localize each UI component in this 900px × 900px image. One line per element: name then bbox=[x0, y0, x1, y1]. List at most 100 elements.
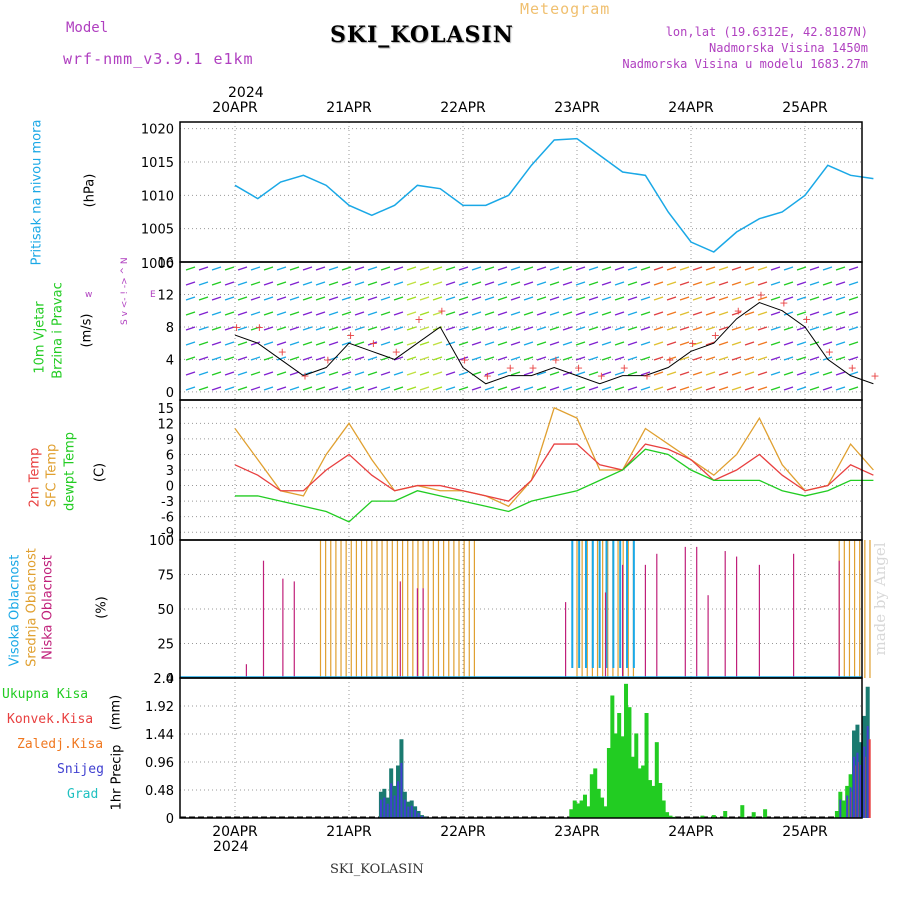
wind-arrow bbox=[471, 281, 482, 286]
wind-arrow bbox=[263, 266, 274, 271]
wind-arrow bbox=[276, 386, 287, 391]
wind-ylabel: 10m Vjetar bbox=[32, 301, 48, 374]
wind-arrow bbox=[640, 311, 651, 316]
wind-arrow bbox=[562, 386, 573, 391]
wind-gust-marker: + bbox=[825, 345, 834, 358]
wind-dir-ns: S v <- ! -> ^ N bbox=[120, 257, 130, 325]
wind-arrow bbox=[328, 311, 339, 316]
wind-arrow bbox=[744, 311, 755, 316]
temp-ylabel3: dewpt Temp bbox=[62, 432, 78, 512]
precip-snow-bar bbox=[410, 805, 413, 818]
wind-arrow bbox=[289, 386, 300, 391]
wind-arrow bbox=[237, 296, 248, 301]
wind-arrow bbox=[588, 311, 599, 316]
wind-arrow bbox=[211, 281, 222, 286]
wind-arrow bbox=[302, 341, 313, 346]
wind-unit: (m/s) bbox=[79, 313, 95, 348]
wind-arrow bbox=[380, 326, 391, 331]
wind-arrow bbox=[809, 386, 820, 391]
wind-arrow bbox=[341, 386, 352, 391]
precip-bar bbox=[644, 713, 649, 818]
wind-arrow bbox=[653, 326, 664, 331]
day-label-top-2: 22APR bbox=[440, 100, 486, 116]
wind-arrow bbox=[588, 266, 599, 271]
wind-arrow bbox=[536, 266, 547, 271]
cloud-tick-4: 100 bbox=[149, 534, 174, 549]
wind-arrow bbox=[289, 281, 300, 286]
wind-arrow bbox=[406, 341, 417, 346]
precip-bar bbox=[600, 797, 605, 818]
wind-arrow bbox=[692, 326, 703, 331]
wind-speed-line bbox=[234, 302, 874, 385]
wind-arrow bbox=[185, 341, 196, 346]
wind-arrow bbox=[211, 386, 222, 391]
model-altitude-label: Nadmorska Visina u modelu 1683.27m bbox=[622, 57, 868, 71]
wind-arrow bbox=[445, 371, 456, 376]
wind-arrow bbox=[341, 326, 352, 331]
wind-arrow bbox=[679, 266, 690, 271]
day-label-top-4: 24APR bbox=[668, 100, 714, 116]
wind-arrow bbox=[471, 341, 482, 346]
wind-arrow bbox=[718, 356, 729, 361]
wind-arrow bbox=[276, 371, 287, 376]
wind-arrow bbox=[276, 311, 287, 316]
precip-bar bbox=[637, 768, 642, 818]
wind-arrow bbox=[666, 386, 677, 391]
wind-arrow bbox=[562, 311, 573, 316]
wind-arrow bbox=[250, 296, 261, 301]
wind-arrow bbox=[835, 281, 846, 286]
wind-arrow bbox=[354, 341, 365, 346]
wind-arrow bbox=[419, 281, 430, 286]
wind-arrow bbox=[263, 386, 274, 391]
wind-arrow bbox=[458, 296, 469, 301]
pressure-tick-3: 1020 bbox=[141, 123, 174, 138]
wind-arrow bbox=[575, 311, 586, 316]
wind-arrow bbox=[731, 356, 742, 361]
precip-bar bbox=[834, 811, 839, 818]
wind-arrow bbox=[224, 296, 235, 301]
wind-arrow bbox=[835, 356, 846, 361]
wind-arrow bbox=[536, 296, 547, 301]
wind-arrow bbox=[354, 296, 365, 301]
wind-arrow bbox=[406, 266, 417, 271]
wind-arrow bbox=[445, 281, 456, 286]
wind-gust-marker: + bbox=[437, 305, 446, 318]
wind-gust-marker: + bbox=[848, 362, 857, 375]
wind-arrow bbox=[263, 371, 274, 376]
wind-gust-marker: + bbox=[551, 353, 560, 366]
precip-bar bbox=[586, 806, 591, 818]
wind-arrow bbox=[419, 311, 430, 316]
wind-arrow bbox=[809, 296, 820, 301]
precip-bar bbox=[624, 683, 629, 818]
wind-gust-marker: + bbox=[392, 345, 401, 358]
wind-arrow bbox=[835, 341, 846, 346]
wind-arrow bbox=[510, 326, 521, 331]
wind-arrow bbox=[783, 341, 794, 346]
wind-arrow bbox=[185, 356, 196, 361]
day-label-top-5: 25APR bbox=[782, 100, 828, 116]
wind-arrow bbox=[406, 386, 417, 391]
wind-arrow bbox=[302, 281, 313, 286]
wind-arrow bbox=[198, 266, 209, 271]
wind-arrow bbox=[224, 356, 235, 361]
precip-snow-bar bbox=[853, 756, 856, 818]
wind-arrow bbox=[393, 356, 404, 361]
wind-arrow bbox=[497, 296, 508, 301]
wind-gust-marker: + bbox=[734, 305, 743, 318]
wind-gust-marker: + bbox=[802, 313, 811, 326]
wind-gust-marker: + bbox=[483, 370, 492, 383]
wind-arrow bbox=[510, 266, 521, 271]
wind-arrow bbox=[445, 356, 456, 361]
wind-arrow bbox=[614, 296, 625, 301]
wind-arrow bbox=[536, 386, 547, 391]
wind-arrow bbox=[744, 386, 755, 391]
wind-arrow bbox=[393, 386, 404, 391]
wind-arrow bbox=[367, 281, 378, 286]
wind-arrow bbox=[601, 311, 612, 316]
wind-arrow bbox=[770, 356, 781, 361]
wind-arrow bbox=[367, 356, 378, 361]
precip-bar bbox=[582, 794, 587, 818]
precip-bar bbox=[641, 765, 646, 818]
wind-arrow bbox=[549, 326, 560, 331]
wind-arrow bbox=[302, 311, 313, 316]
